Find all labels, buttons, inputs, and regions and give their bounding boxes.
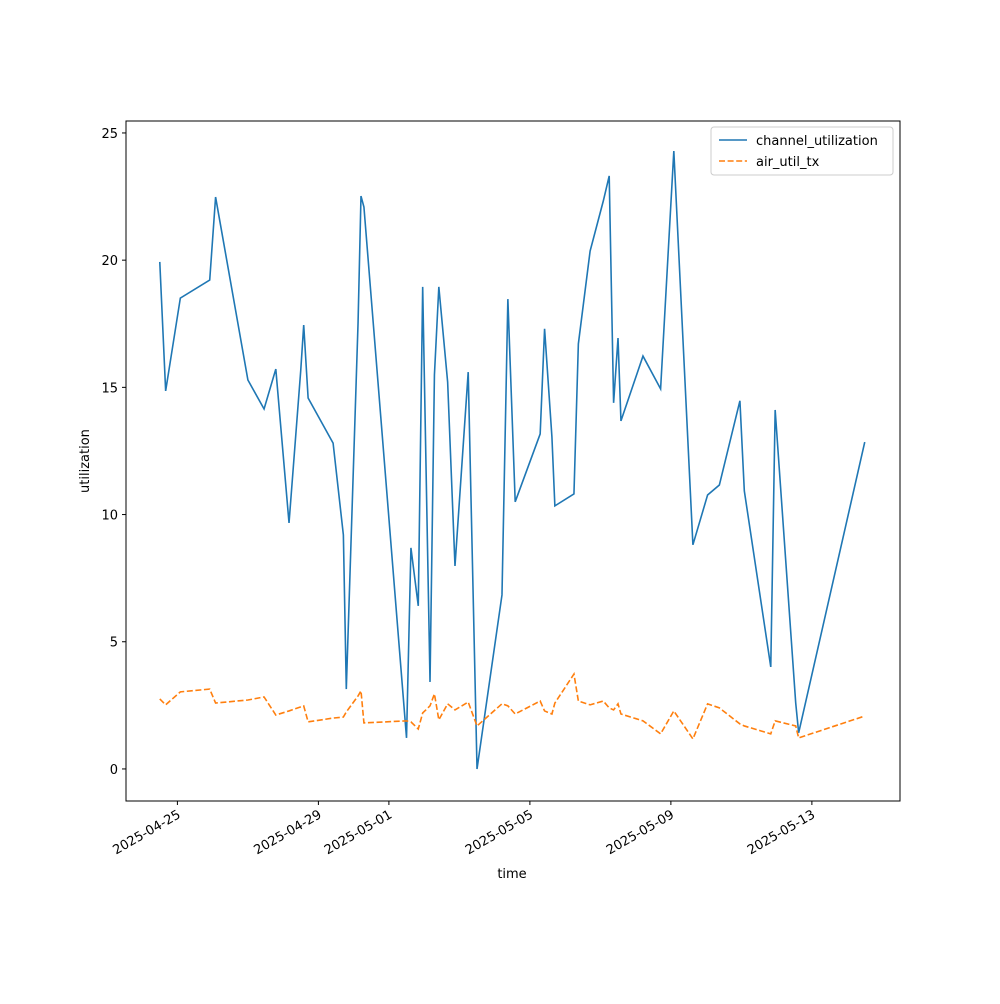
x-axis-label: time bbox=[497, 867, 526, 882]
x-tick-label: 2025-05-05 bbox=[463, 807, 536, 858]
y-tick-label: 0 bbox=[110, 763, 118, 778]
y-tick-label: 15 bbox=[101, 381, 118, 396]
x-tick-label: 2025-04-29 bbox=[251, 807, 324, 858]
y-tick-label: 10 bbox=[101, 509, 118, 524]
x-tick-label: 2025-05-01 bbox=[322, 807, 395, 858]
x-tick-label: 2025-05-09 bbox=[604, 807, 677, 858]
y-axis-label: utilization bbox=[78, 429, 93, 493]
legend-label: air_util_tx bbox=[756, 155, 820, 170]
plot-frame bbox=[125, 120, 901, 802]
legend-box bbox=[710, 126, 894, 176]
x-tick-label: 2025-04-25 bbox=[110, 807, 183, 858]
line-series bbox=[158, 150, 866, 770]
y-tick-label: 5 bbox=[110, 636, 118, 651]
legend-label: channel_utilization bbox=[756, 134, 878, 149]
line-series bbox=[159, 671, 866, 741]
x-tick-label: 2025-05-13 bbox=[745, 807, 818, 858]
y-tick-label: 25 bbox=[101, 127, 118, 142]
y-tick-label: 20 bbox=[101, 254, 118, 269]
